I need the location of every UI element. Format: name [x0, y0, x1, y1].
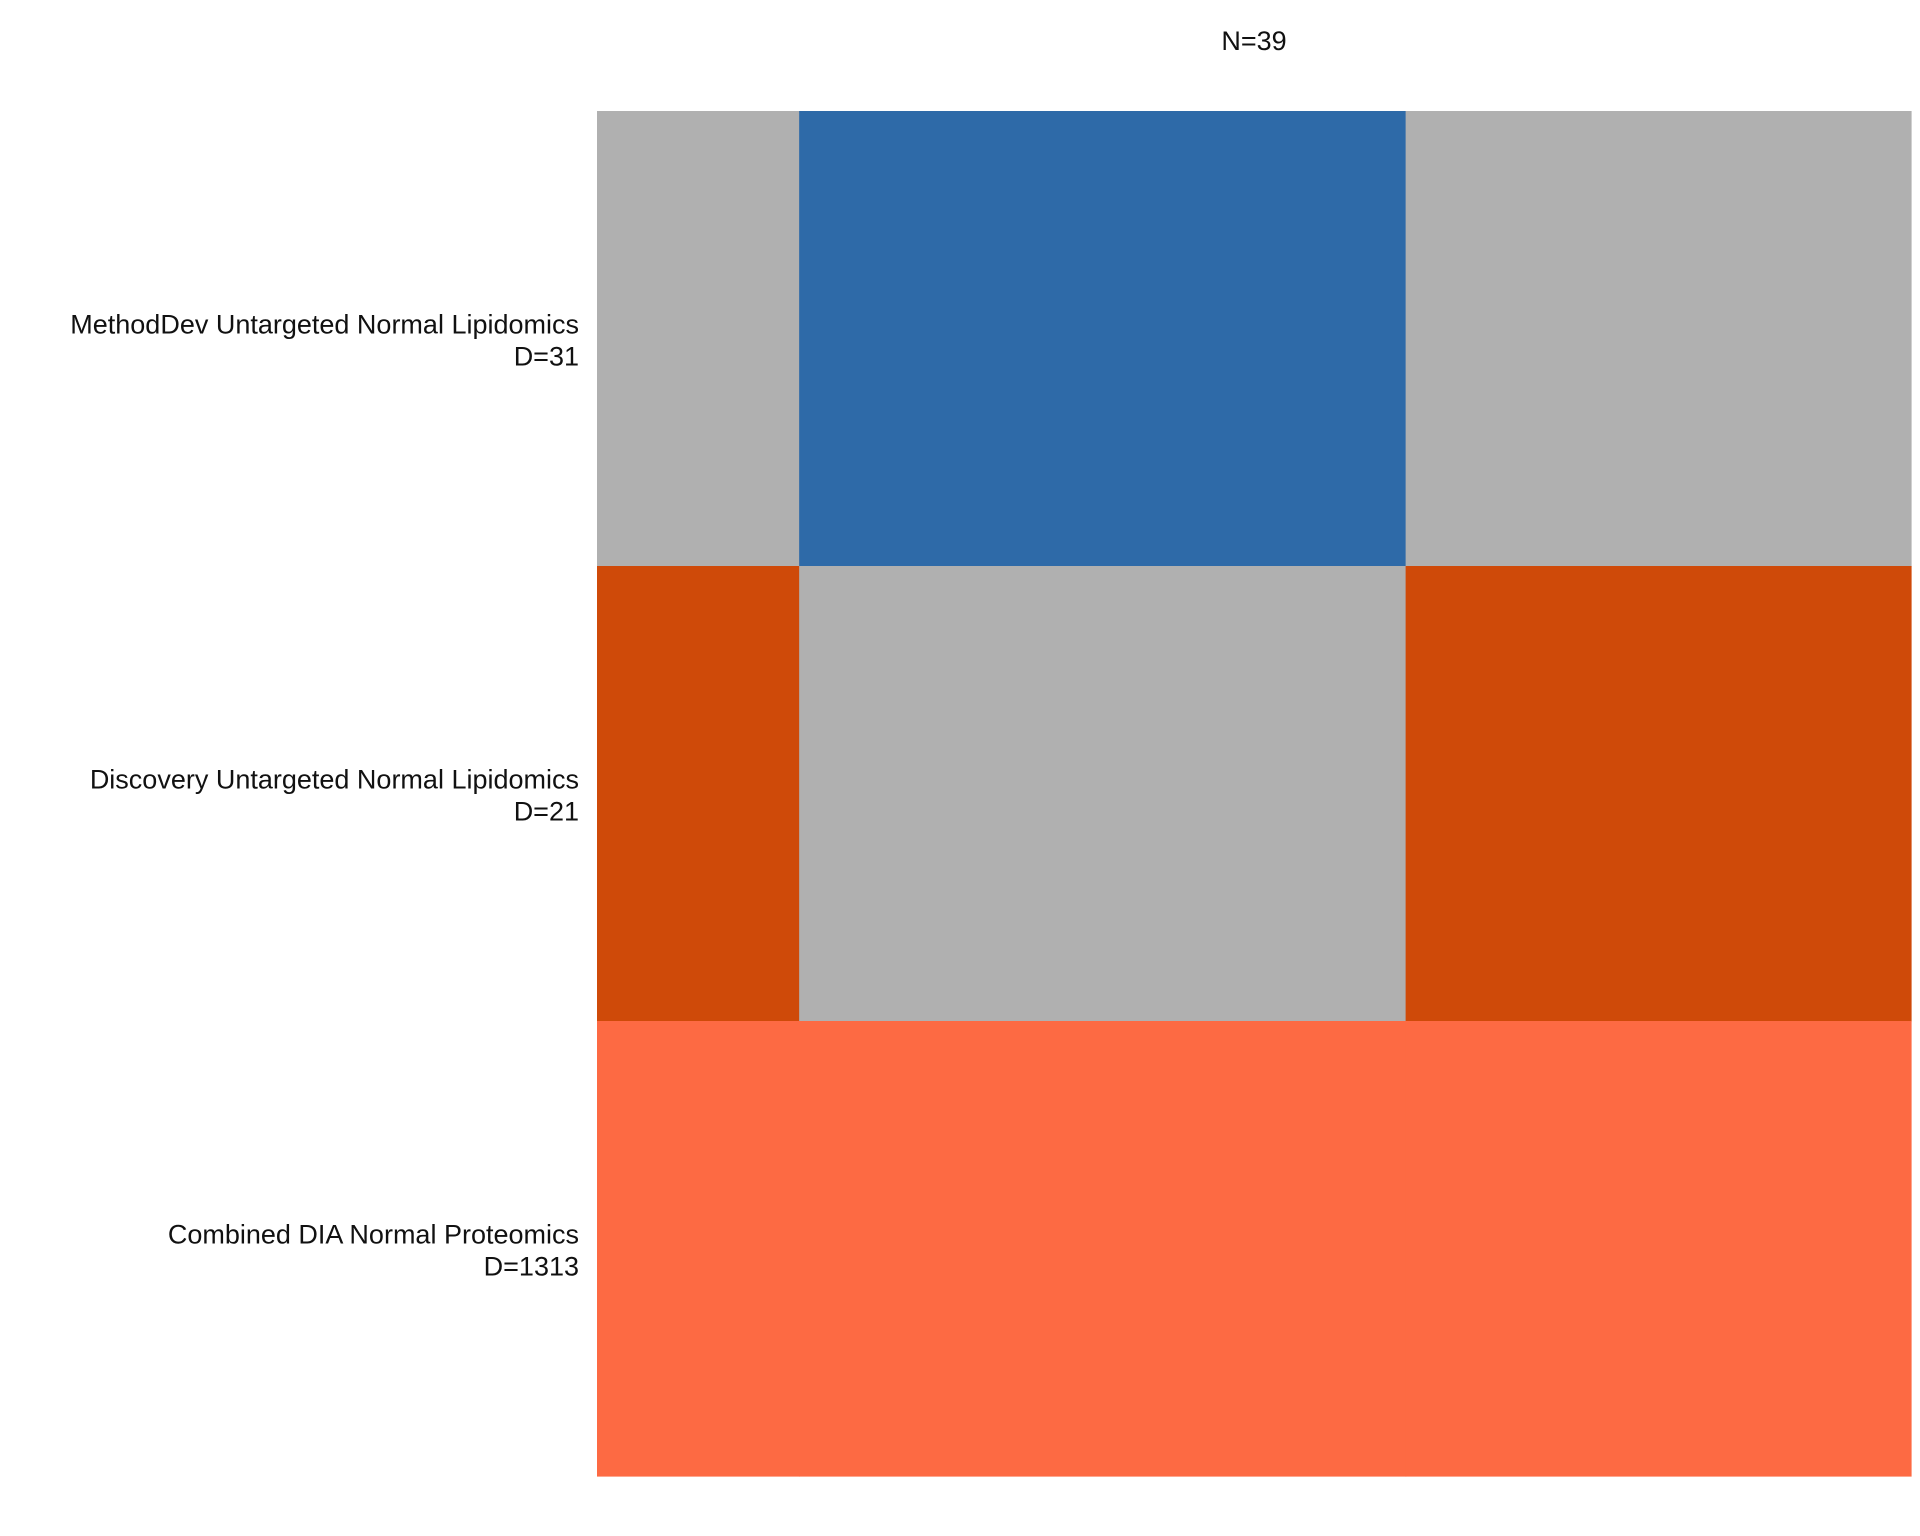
- row-label-3: Combined DIA Normal Proteomics: [168, 1220, 579, 1250]
- row-label-1: MethodDev Untargeted Normal Lipidomics: [70, 310, 579, 340]
- heatmap-cell-r2-c3: [1405, 566, 1912, 1022]
- row-labels: MethodDev Untargeted Normal LipidomicsD=…: [70, 310, 579, 1282]
- heatmap-cell-r2-c2: [799, 566, 1407, 1022]
- heatmap-cell-r3-c3: [1405, 1021, 1912, 1477]
- heatmap-cell-r3-c2: [799, 1021, 1407, 1477]
- row-sublabel-2: D=21: [514, 797, 579, 827]
- row-label-2: Discovery Untargeted Normal Lipidomics: [90, 765, 579, 795]
- column-total-label: N=39: [1221, 26, 1286, 56]
- heatmap-cell-r2-c1: [597, 566, 800, 1022]
- heatmap-cell-r1-c1: [597, 111, 800, 567]
- heatmap-cells: [597, 111, 1912, 1477]
- heatmap-cell-r3-c1: [597, 1021, 800, 1477]
- heatmap-cell-r1-c3: [1405, 111, 1912, 567]
- row-sublabel-1: D=31: [514, 342, 579, 372]
- row-sublabel-3: D=1313: [484, 1252, 579, 1282]
- heatmap-cell-r1-c2: [799, 111, 1407, 567]
